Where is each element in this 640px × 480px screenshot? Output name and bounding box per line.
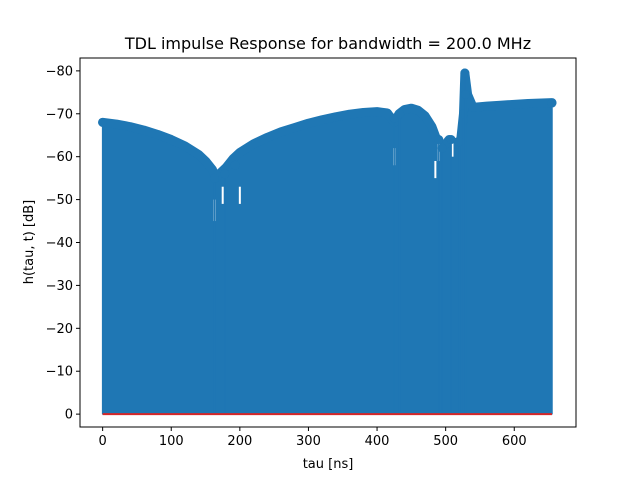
x-tick-label: 300 [296,434,321,449]
stem-marker [460,68,470,78]
stem-marker [395,109,405,119]
y-tick-label: −40 [46,236,73,251]
y-axis: 0 −10 −20 −30 −40 −50 −60 −70 −80 [46,64,80,423]
stem-marker [98,117,108,127]
x-tick-label: 600 [502,434,527,449]
y-tick-label: −30 [46,279,73,294]
x-tick-label: 0 [98,434,106,449]
stem-marker [458,109,468,119]
stem-marker [230,160,240,170]
y-tick-label: −70 [46,107,73,122]
y-tick-label: −50 [46,193,73,208]
y-tick-label: −10 [46,365,73,380]
stem-marker [437,143,447,153]
y-tick-label: −20 [46,322,73,337]
y-tick-label: −60 [46,150,73,165]
y-axis-label: h(tau, t) [dB] [22,200,37,285]
x-tick-label: 400 [365,434,390,449]
x-axis-label: tau [ns] [303,457,354,472]
x-tick-label: 100 [159,434,184,449]
stem-marker [461,89,471,99]
stem-marker [434,135,444,145]
y-tick-label: 0 [65,408,73,423]
stem-marker [547,98,557,108]
stem-marker [446,135,456,145]
x-tick-label: 200 [227,434,252,449]
chart-title: TDL impulse Response for bandwidth = 200… [124,34,531,53]
x-tick-label: 500 [433,434,458,449]
x-axis: 0 100 200 300 400 500 600 [98,427,527,449]
stem-marker [454,137,464,147]
y-tick-label: −80 [46,64,73,79]
plot-area [98,68,557,416]
stem-marker [209,173,219,183]
stem-marker [220,169,230,179]
